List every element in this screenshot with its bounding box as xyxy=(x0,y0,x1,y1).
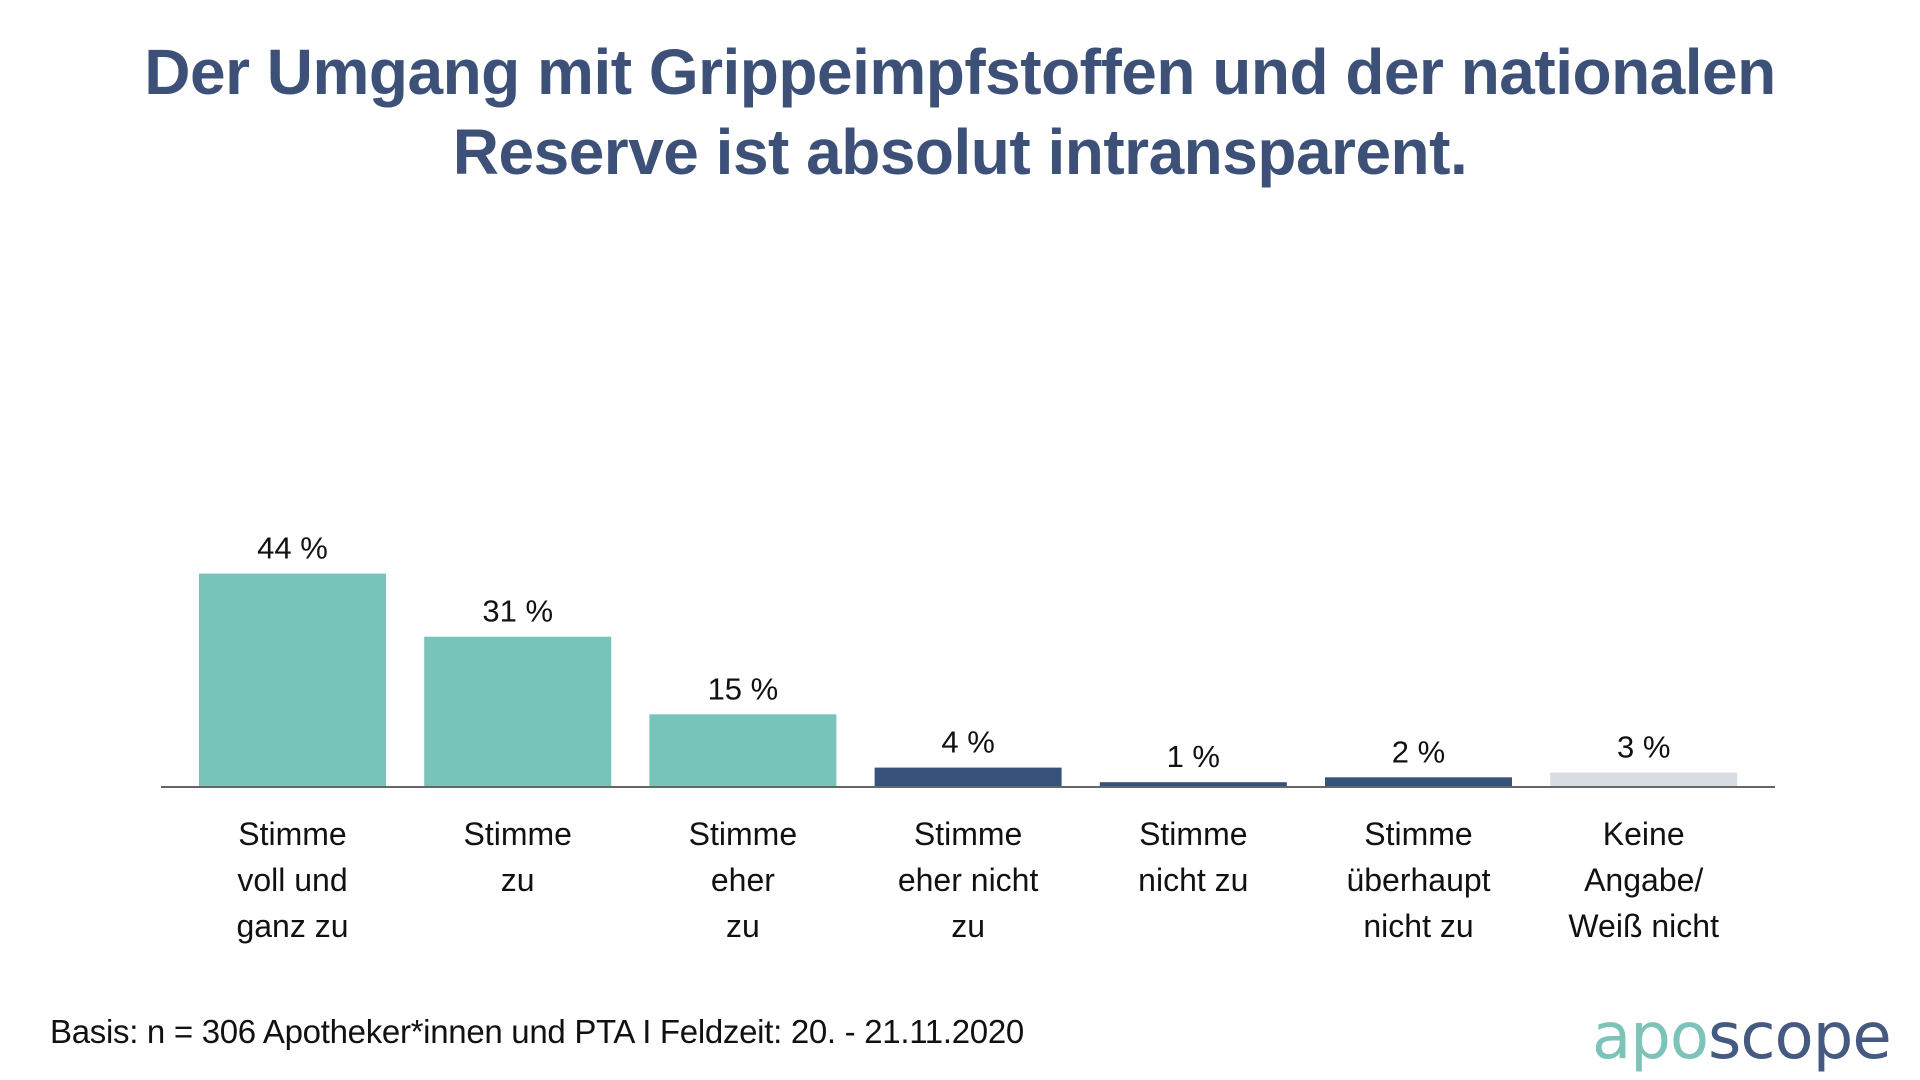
bar-2 xyxy=(424,636,612,787)
bar-5 xyxy=(1099,782,1287,787)
category-label-line: Stimme xyxy=(689,816,797,852)
chart-title-line-1: Der Umgang mit Grippeimpfstoffen und der… xyxy=(144,36,1776,108)
category-label-4: Stimme eher nicht zu xyxy=(898,816,1039,944)
category-label-5: Stimme nicht zu xyxy=(1138,816,1248,898)
bars-group xyxy=(199,573,1738,787)
aposcope-logo: aposcope xyxy=(1592,1000,1892,1074)
category-label-2: Stimme zu xyxy=(463,816,571,898)
category-label-line: eher xyxy=(711,862,775,898)
value-label-6: 2 % xyxy=(1392,734,1445,769)
category-label-line: überhaupt xyxy=(1346,862,1490,898)
category-label-line: Keine xyxy=(1603,816,1685,852)
chart-title: Der Umgang mit Grippeimpfstoffen und der… xyxy=(0,32,1920,192)
bar-6 xyxy=(1325,777,1512,787)
category-labels-group: Stimme voll und ganz zu Stimme zu Stimme eher z… xyxy=(236,816,1719,944)
bar-4 xyxy=(874,767,1062,787)
value-label-1: 44 % xyxy=(257,531,328,566)
logo-part-scope: scope xyxy=(1708,1000,1892,1074)
category-label-line: Stimme xyxy=(1364,816,1472,852)
category-label-line: Stimme xyxy=(1139,816,1247,852)
category-label-line: Stimme xyxy=(463,816,571,852)
bar-chart: 44 % 31 % 15 % 4 % 1 % 2 % 3 % Stimme voll und g… xyxy=(161,531,1775,944)
category-label-line: Weiß nicht xyxy=(1568,908,1719,944)
category-label-line: nicht zu xyxy=(1138,862,1248,898)
value-label-4: 4 % xyxy=(941,725,994,760)
category-label-7: Keine Angabe/Weiß nicht xyxy=(1568,816,1719,944)
bar-3 xyxy=(649,714,837,787)
value-label-7: 3 % xyxy=(1617,730,1670,765)
category-label-line: zu xyxy=(501,862,535,898)
category-label-line: Angabe/ xyxy=(1584,862,1703,898)
chart-title-line-2: Reserve ist absolut intransparent. xyxy=(452,116,1468,188)
category-label-1: Stimme voll und ganz zu xyxy=(236,816,348,944)
value-label-5: 1 % xyxy=(1167,739,1220,774)
category-label-3: Stimme eher zu xyxy=(689,816,797,944)
value-labels-group: 44 % 31 % 15 % 4 % 1 % 2 % 3 % xyxy=(257,531,1670,775)
category-label-line: Stimme xyxy=(914,816,1022,852)
value-label-3: 15 % xyxy=(708,671,779,706)
bar-1 xyxy=(199,573,386,787)
logo-part-apo: apo xyxy=(1592,1000,1709,1074)
footnote-basis: Basis: n = 306 Apotheker*innen und PTA I… xyxy=(50,1013,1024,1050)
category-label-line: nicht zu xyxy=(1363,908,1473,944)
category-label-line: eher nicht xyxy=(898,862,1039,898)
category-label-line: voll und xyxy=(237,862,347,898)
category-label-line: zu xyxy=(726,908,760,944)
category-label-line: zu xyxy=(951,908,985,944)
category-label-line: Stimme xyxy=(238,816,346,852)
category-label-line: ganz zu xyxy=(236,908,348,944)
value-label-2: 31 % xyxy=(482,594,553,629)
category-label-6: Stimme überhaupt nicht zu xyxy=(1346,816,1490,944)
bar-7 xyxy=(1550,772,1738,787)
